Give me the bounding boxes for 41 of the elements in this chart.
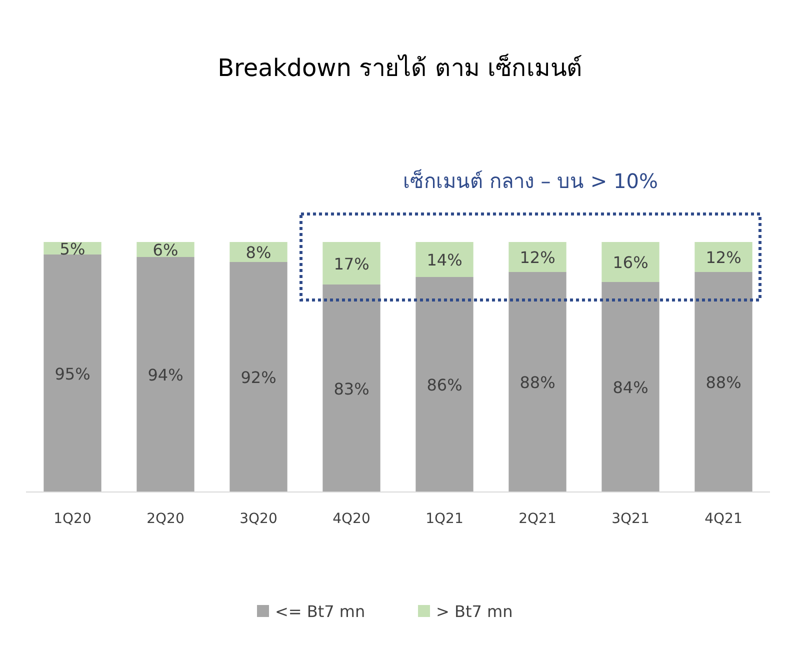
bar — [602, 282, 660, 492]
xtick: 3Q20 — [240, 511, 278, 527]
label: 88% — [706, 373, 742, 392]
bar — [416, 242, 474, 277]
legend-text: > Bt7 mn — [436, 602, 513, 621]
label: 94% — [148, 366, 184, 384]
bar — [230, 262, 288, 492]
label: 5% — [60, 239, 86, 258]
bar — [322, 284, 380, 492]
label: 16% — [612, 253, 648, 272]
legend-text: <= Bt7 mn — [275, 602, 366, 621]
label: 92% — [240, 368, 276, 387]
xtick: 2Q21 — [518, 511, 556, 527]
bar — [694, 242, 752, 272]
label: 12% — [520, 248, 556, 267]
label: 12% — [706, 248, 742, 267]
xtick: 1Q20 — [54, 511, 92, 527]
bar — [322, 242, 380, 284]
xtick: 2Q20 — [146, 511, 184, 527]
label: 14% — [426, 250, 462, 270]
label: 86% — [426, 376, 462, 394]
label: 84% — [612, 378, 648, 397]
xtick: 1Q21 — [426, 511, 464, 527]
xtick: 4Q20 — [332, 511, 370, 527]
label: 95% — [54, 364, 90, 384]
bar — [416, 277, 474, 492]
title: Breakdown รายได้ ตาม เซ็กเมนต์ — [218, 54, 582, 82]
bar — [136, 257, 194, 492]
bar — [508, 242, 566, 272]
label: 88% — [520, 373, 556, 392]
xtick: 3Q21 — [612, 511, 650, 527]
annotation: เซ็กเมนต์ กลาง – บน > 10% — [403, 169, 658, 193]
bar — [508, 272, 566, 492]
bar — [44, 254, 102, 492]
bar — [694, 272, 752, 492]
label: 17% — [334, 254, 370, 274]
bar — [602, 242, 660, 282]
label: 6% — [152, 240, 178, 260]
xtick: 4Q21 — [704, 511, 742, 527]
label: 8% — [246, 243, 272, 262]
label: 83% — [334, 379, 370, 398]
